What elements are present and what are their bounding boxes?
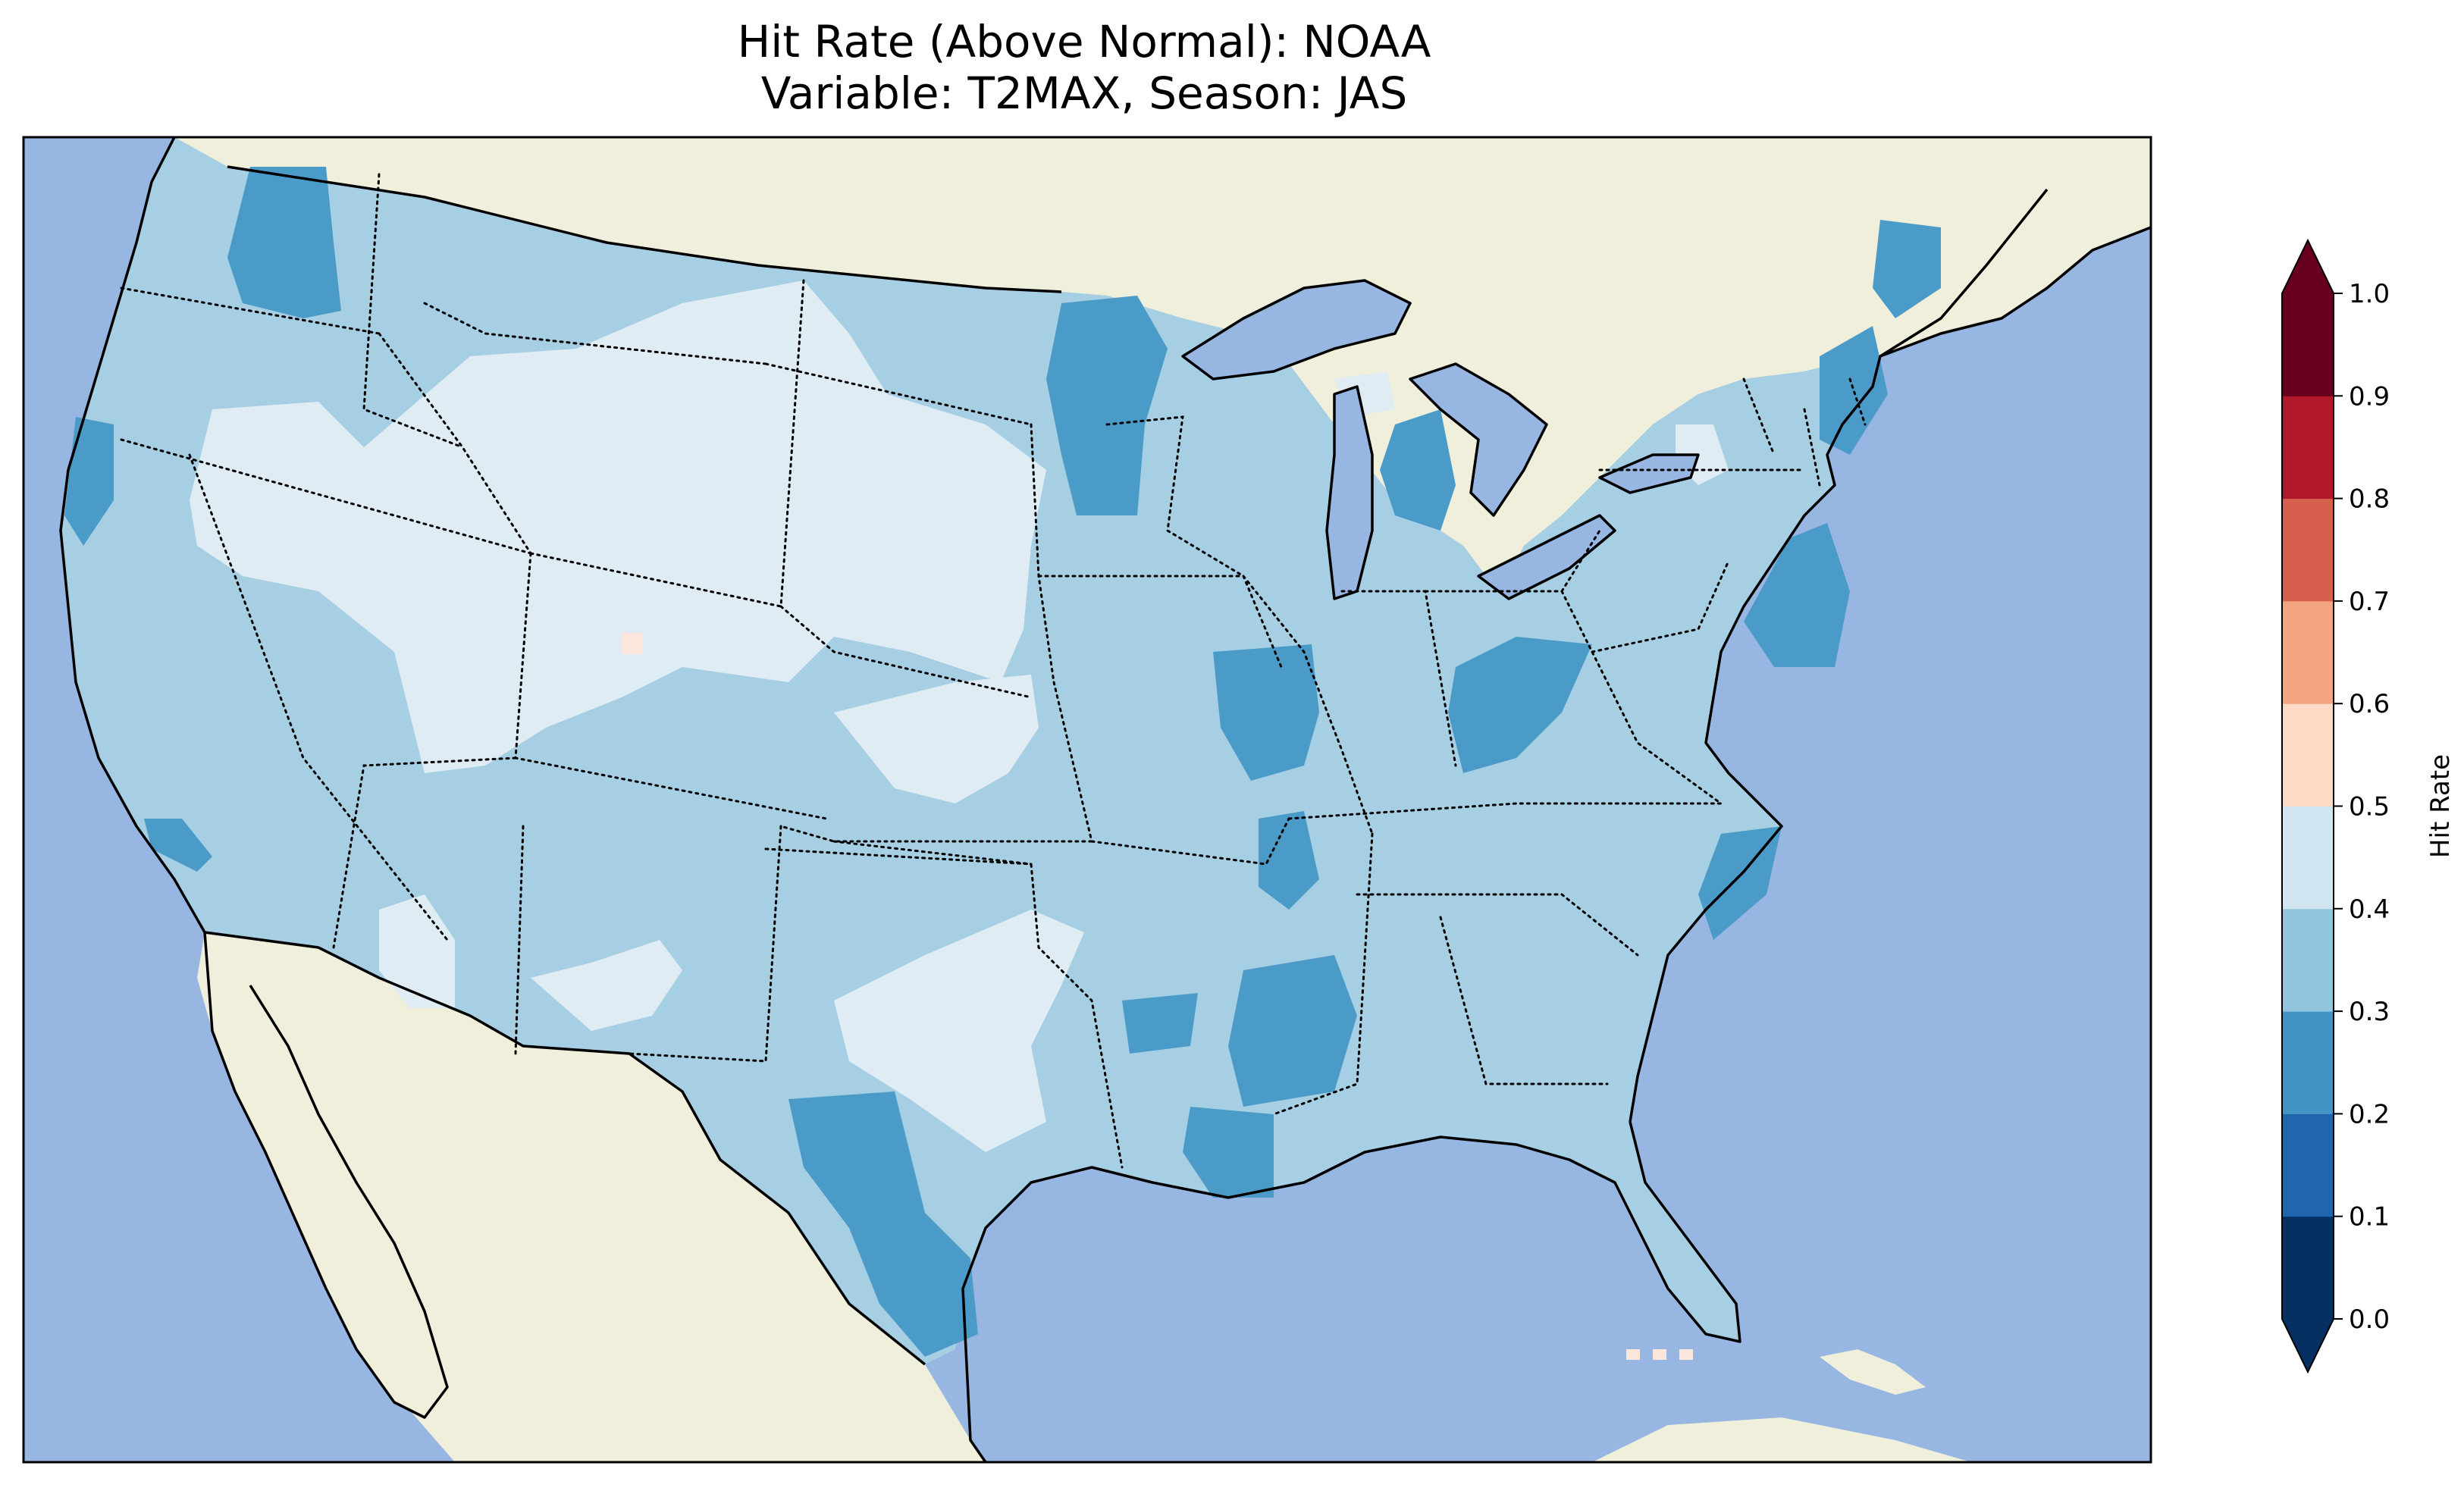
- baja-coastline: [203, 932, 449, 1419]
- hit-rate-0-2-0-3-illinois: [1213, 644, 1319, 781]
- hit-rate-0-2-0-3-louisiana: [1183, 1107, 1274, 1198]
- gulf-coastline: [961, 1121, 1741, 1462]
- hit-rate-0-2-0-3-mid-atlantic: [1744, 523, 1850, 667]
- baja-land: [197, 932, 447, 1417]
- colorbar-segment: [2282, 703, 2334, 807]
- colorbar-tick-label: 0.8: [2349, 484, 2390, 515]
- us-canada-border: [227, 165, 1062, 293]
- colorbar-over-triangle: [2282, 240, 2334, 293]
- map-frame: [22, 136, 2152, 1464]
- hit-rate-0-2-0-3-washington: [227, 167, 341, 318]
- us-mexico-border: [204, 931, 926, 1366]
- hit-rate-0-2-0-3-new-england: [1820, 326, 1888, 455]
- hit-rate-0-4-0-5-arizona: [379, 894, 455, 1008]
- hit-rate-0-2-0-3-carolina-coast: [1698, 826, 1782, 940]
- hit-rate-0-4-0-5-west: [190, 280, 1046, 773]
- map-panel: [24, 137, 2151, 1462]
- hit-rate-0-2-0-3-mississippi: [1228, 955, 1357, 1107]
- chesapeake-bay: [1744, 659, 1766, 758]
- hit-rate-0-4-0-5-newmexico: [531, 940, 682, 1031]
- colorbar-segment: [2282, 293, 2334, 396]
- colorbar-tick-label: 0.4: [2349, 894, 2390, 925]
- colorbar-tick-label: 0.7: [2349, 587, 2390, 617]
- hit-rate-0-2-0-3-missouri-bootheel: [1259, 811, 1319, 910]
- colorbar-segment: [2282, 600, 2334, 704]
- colorbar-under-triangle: [2282, 1319, 2334, 1372]
- state-borders: [120, 173, 1867, 1169]
- colorbar-tick-label: 1.0: [2349, 279, 2390, 309]
- colorbar-tick-label: 0.9: [2349, 381, 2390, 412]
- hit-rate-0-2-0-3-oregon-coast: [64, 417, 114, 546]
- yucatan-land: [1592, 1417, 1971, 1462]
- lake-superior: [1183, 280, 1410, 379]
- colorbar-label: Hit Rate: [2425, 754, 2456, 858]
- map-subtitle: Variable: T2MAX, Season: JAS: [760, 67, 1408, 119]
- colorbar-tick-label: 0.3: [2349, 997, 2390, 1027]
- hit-rate-0-2-0-3-minnesota: [1046, 296, 1168, 515]
- hit-rate-0-2-0-3-arkansas: [1122, 993, 1198, 1054]
- newfoundland-land: [2047, 152, 2151, 243]
- hit-rate-0-5-0-6-keys-2: [1653, 1349, 1666, 1360]
- map-title: Hit Rate (Above Normal): NOAA: [737, 16, 1431, 67]
- lake-michigan: [1327, 387, 1372, 599]
- colorbar-segment: [2282, 908, 2334, 1012]
- colorbar-tick-label: 0.2: [2349, 1099, 2390, 1129]
- colorbar-segment: [2282, 806, 2334, 910]
- east-coastline: [1629, 226, 2151, 1123]
- hit-rate-0-2-0-3-michigan: [1380, 409, 1456, 531]
- hit-rate-0-2-0-3-texas: [788, 1092, 978, 1357]
- colorbar-segment: [2282, 1216, 2334, 1320]
- lake-ontario: [1600, 455, 1698, 493]
- cuba-land: [1820, 1349, 1926, 1395]
- hit-rate-0-2-0-3-maine: [1873, 220, 1941, 318]
- colorbar-segment: [2282, 1011, 2334, 1114]
- hit-rate-0-2-0-3-california-coast: [144, 819, 212, 872]
- colorbar-tick-label: 0.6: [2349, 689, 2390, 719]
- lake-erie: [1478, 515, 1615, 599]
- colorbar-tick-label: 0.5: [2349, 792, 2390, 822]
- hit-rate-0-5-0-6-colorado: [622, 633, 643, 654]
- hit-rate-0-4-0-5-plains: [834, 675, 1039, 803]
- colorbar-tick-label: 0.0: [2349, 1305, 2390, 1335]
- west-coastline: [59, 137, 206, 933]
- colorbar: 0.0 0.1 0.2 0.3 0.4 0.5 0.6 0.7 0.8 0.9 1.0 Hit Rat…: [2281, 238, 2456, 1374]
- st-lawrence-coast: [1879, 188, 2049, 358]
- hit-rate-0-5-0-6-keys-1: [1626, 1349, 1640, 1360]
- colorbar-tick-label: 0.1: [2349, 1202, 2390, 1232]
- colorbar-segment: [2282, 1113, 2334, 1217]
- hit-rate-0-4-0-5-texas: [834, 910, 1084, 1152]
- hit-rate-0-5-0-6-keys-3: [1679, 1349, 1693, 1360]
- colorbar-segment: [2282, 396, 2334, 500]
- canada-land: [174, 137, 2151, 576]
- colorbar-segment: [2282, 498, 2334, 602]
- hit-rate-0-2-0-3-ohio-indiana: [1448, 637, 1592, 773]
